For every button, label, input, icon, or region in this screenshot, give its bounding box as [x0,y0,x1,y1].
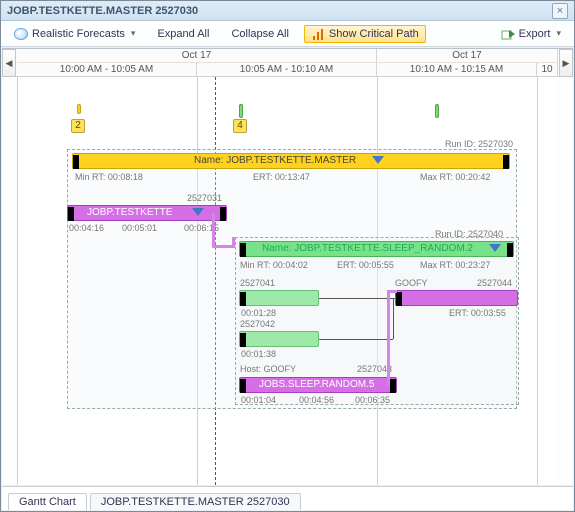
t: 00:01:28 [241,308,276,318]
t2: 00:05:01 [122,223,157,233]
tab-detail[interactable]: JOBP.TESTKETTE.MASTER 2527030 [90,493,301,510]
close-button[interactable]: × [552,3,568,19]
forecast-icon [14,28,28,40]
critical-path-label: Show Critical Path [329,28,419,40]
export-icon [501,28,515,40]
timeline-slot: 10 [537,63,558,77]
random5-label: JOBS.SLEEP.RANDOM.5 [259,379,374,390]
link [319,339,393,340]
link [387,290,390,385]
job-id: 2527041 [240,278,275,288]
export-label: Export [519,28,551,40]
ert: ERT: 00:03:55 [449,308,506,318]
sleep-maxrt: Max RT: 00:23:27 [420,260,490,270]
tabs: Gantt Chart JOBP.TESTKETTE.MASTER 252703… [2,486,573,510]
green-a-bar[interactable] [239,290,319,306]
critical-path-icon [311,28,325,40]
job-id: 2527031 [187,193,222,203]
timeline-slot: 10:00 AM - 10:05 AM [17,63,197,77]
event-pill [435,104,439,118]
collapse-icon[interactable] [372,156,384,164]
flag-number[interactable]: 2 [71,119,85,133]
gridline [17,77,18,485]
t1: 00:01:04 [241,395,276,405]
forecasts-label: Realistic Forecasts [32,28,125,40]
master-name: Name: JOBP.TESTKETTE.MASTER [194,155,356,166]
flag-number[interactable]: 4 [233,119,247,133]
t1: 00:04:16 [69,223,104,233]
job-id: 2527044 [477,278,512,288]
testkette-label: JOBP.TESTKETTE [87,207,172,218]
timeline-inner: Oct 17 Oct 17 10:00 AM - 10:05 AM 10:05 … [17,49,558,76]
goofy: GOOFY [395,278,428,288]
sleep-minrt: Min RT: 00:04:02 [240,260,308,270]
collapse-all-button[interactable]: Collapse All [224,25,295,43]
toolbar: Realistic Forecasts Expand All Collapse … [1,21,574,47]
master-maxrt: Max RT: 00:20:42 [420,172,490,182]
timeline-day-row: Oct 17 Oct 17 [17,49,558,63]
scroll-right-button[interactable]: ▶ [559,49,573,77]
content: ◀ ▶ Oct 17 Oct 17 10:00 AM - 10:05 AM 10… [2,48,573,485]
master-ert: ERT: 00:13:47 [253,172,310,182]
flag-marker [77,104,81,114]
sleep-ert: ERT: 00:05:55 [337,260,394,270]
timeline-slot: 10:05 AM - 10:10 AM [197,63,377,77]
forecasts-dropdown[interactable]: Realistic Forecasts [7,25,142,43]
link [319,298,395,299]
collapse-icon[interactable] [489,244,501,252]
job-id: 2527042 [240,319,275,329]
timeline-day: Oct 17 [17,49,377,63]
t: 00:01:38 [241,349,276,359]
link [393,298,394,339]
timeline-day-2: Oct 17 [377,49,558,63]
event-pill [239,104,243,118]
titlebar: JOBP.TESTKETTE.MASTER 2527030 × [1,1,574,21]
link [387,290,397,293]
run-id: Run ID: 2527030 [445,139,513,149]
gantt-chart[interactable]: 2 4 Run ID: 2527030 Name: JOBP.TESTKETTE… [17,77,558,485]
timeline-slot: 10:10 AM - 10:15 AM [377,63,537,77]
master-minrt: Min RT: 00:08:18 [75,172,143,182]
t2: 00:04:56 [299,395,334,405]
sleep-name: Name: JOBP.TESTKETTE.SLEEP_RANDOM.2 [262,243,473,254]
scroll-left-button[interactable]: ◀ [2,49,16,77]
collapse-icon[interactable] [192,208,204,216]
app-window: JOBP.TESTKETTE.MASTER 2527030 × Realisti… [0,0,575,512]
timeline-header: ◀ ▶ Oct 17 Oct 17 10:00 AM - 10:05 AM 10… [2,49,573,77]
critical-path-button[interactable]: Show Critical Path [304,25,426,43]
host: Host: GOOFY [240,364,296,374]
green-b-bar[interactable] [239,331,319,347]
t3: 00:06:35 [355,395,390,405]
purple-right-bar[interactable] [395,290,518,306]
gridline [537,77,538,485]
timeline-slot-row: 10:00 AM - 10:05 AM 10:05 AM - 10:10 AM … [17,63,558,77]
tab-gantt[interactable]: Gantt Chart [8,493,87,510]
window-title: JOBP.TESTKETTE.MASTER 2527030 [7,5,552,17]
link [212,213,232,248]
export-dropdown[interactable]: Export [494,25,568,43]
expand-all-button[interactable]: Expand All [150,25,216,43]
